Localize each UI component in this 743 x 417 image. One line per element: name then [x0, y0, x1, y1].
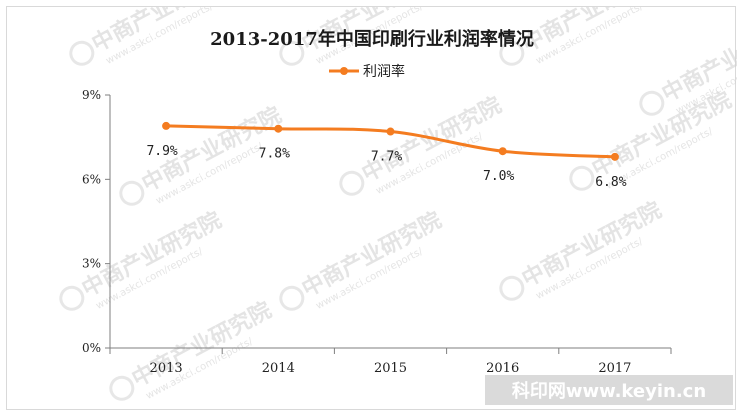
- y-axis-ticks: 0% 3% 6% 9%: [82, 88, 110, 355]
- data-point: [498, 147, 507, 156]
- axes: [109, 95, 671, 349]
- data-point: [162, 121, 171, 130]
- watermark-logo-icon: [639, 90, 665, 116]
- x-tick-label: 2016: [486, 361, 519, 376]
- watermark-logo-icon: [109, 375, 135, 401]
- x-tick-label: 2015: [374, 361, 407, 376]
- x-tick-label: 2013: [150, 361, 183, 376]
- data-point: [610, 152, 619, 161]
- data-label: 7.8%: [259, 147, 290, 162]
- x-tick-label: 2014: [262, 361, 295, 376]
- chart-title: 2013-2017年中国印刷行业利润率情况: [210, 28, 534, 50]
- watermark-logo-icon: [279, 285, 305, 311]
- watermark-logo-icon: [339, 170, 365, 196]
- legend-label: 利润率: [363, 63, 405, 80]
- watermark-logo-icon: [69, 40, 95, 66]
- data-labels: 7.9% 7.8% 7.7% 7.0% 6.8%: [146, 144, 626, 190]
- line-chart: 中商产业研究院www.askci.com/reports/中商产业研究院www.…: [59, 7, 737, 405]
- y-tick-label: 0%: [82, 341, 101, 355]
- watermark-logo-icon: [279, 40, 305, 66]
- site-watermark-text: 科印网www.keyin.cn: [512, 380, 706, 402]
- data-label: 7.0%: [483, 169, 514, 184]
- site-watermark: 科印网www.keyin.cn: [485, 375, 733, 405]
- watermark-logo-icon: [119, 180, 145, 206]
- data-label: 7.9%: [146, 144, 177, 159]
- y-tick-label: 6%: [82, 172, 101, 186]
- watermark-logo-icon: [59, 285, 85, 311]
- data-label: 7.7%: [371, 150, 402, 165]
- x-tick-label: 2017: [598, 361, 631, 376]
- watermark-logo-icon: [499, 40, 525, 66]
- legend-marker: [340, 67, 348, 75]
- data-label: 6.8%: [595, 175, 626, 190]
- data-point: [274, 124, 283, 133]
- chart-frame: 中商产业研究院 www.askci.com/reports/中商产业研究院 www.…: [6, 6, 737, 410]
- series-points: [162, 121, 619, 161]
- data-point: [386, 127, 395, 136]
- watermark-logo-icon: [569, 165, 595, 191]
- legend: 利润率: [329, 63, 405, 80]
- x-axis-ticks: 2013 2014 2015 2016 2017: [109, 348, 672, 376]
- y-tick-label: 9%: [82, 88, 101, 102]
- y-tick-label: 3%: [82, 257, 101, 271]
- watermark-logo-icon: [499, 275, 525, 301]
